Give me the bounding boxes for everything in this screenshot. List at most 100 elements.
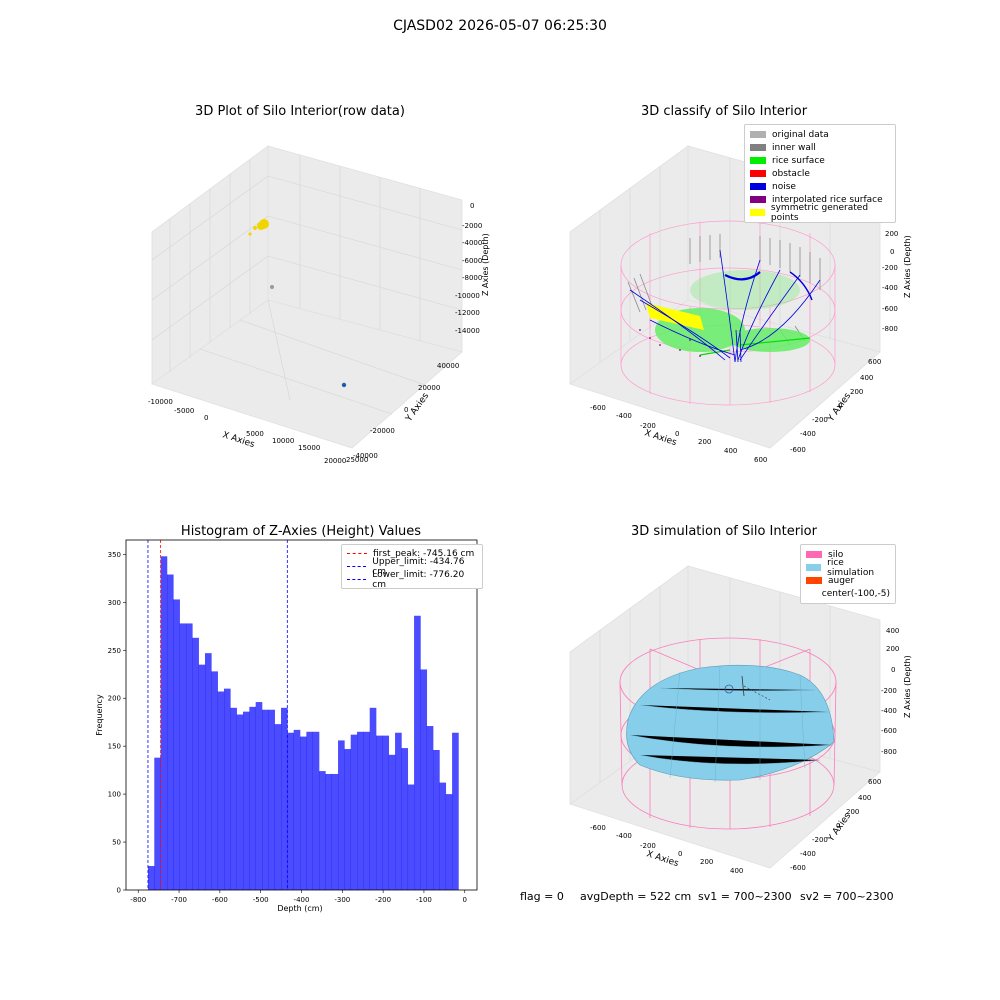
legend-line [347,553,367,554]
histogram-y-tick-label: 50 [112,839,121,847]
figure-title: CJASD02 2026-05-07 06:25:30 [393,18,607,34]
histogram-bar [255,702,263,890]
legend-line [347,566,367,567]
histogram-bar [338,740,345,890]
svg-text:0: 0 [838,402,842,410]
histogram-bar [198,664,206,890]
svg-text:600: 600 [868,778,881,786]
svg-text:-200: -200 [812,836,828,844]
histogram-bar [262,709,269,890]
histogram-bar [369,707,377,890]
histogram-bar [300,736,307,890]
svg-text:25000: 25000 [346,456,368,464]
histogram-y-tick-label: 0 [117,887,121,895]
svg-text:400: 400 [730,867,743,875]
svg-text:400: 400 [860,374,873,382]
histogram-legend: first_peak: -745.16 cm Upper_limit: -434… [341,544,483,590]
histogram-bar [376,735,383,890]
legend-item-obstacle: obstacle [750,167,890,180]
simulation-legend: silo rice simulation auger center(-100,-… [800,544,896,604]
svg-text:-800: -800 [881,748,897,756]
histogram-x-tick-label: -200 [375,896,391,904]
svg-text:-200: -200 [640,422,656,430]
svg-text:-10000: -10000 [148,398,173,406]
simulation-x-label: X Axies [645,849,680,869]
histogram-bar [179,623,187,890]
legend-swatch [750,170,766,177]
svg-text:600: 600 [754,456,767,464]
svg-text:200: 200 [886,645,899,653]
histogram-bar [236,714,244,890]
legend-item-inner-wall: inner wall [750,141,890,154]
histogram-bar [445,794,453,890]
histogram-bar [147,866,155,890]
legend-item-rice-surface: rice surface [750,154,890,167]
svg-text:-400: -400 [882,284,898,292]
svg-text:-800: -800 [882,325,898,333]
histogram-y-label: Frequency [95,694,104,736]
svg-text:-600: -600 [881,727,897,735]
svg-text:-5000: -5000 [174,407,194,415]
histogram-bar [293,729,301,890]
histogram-x-tick-label: -500 [253,896,269,904]
svg-text:0: 0 [675,430,679,438]
histogram-bar [281,707,288,890]
avg-depth-text: avgDepth = 522 cm [580,890,692,903]
histogram-x-tick-label: 0 [463,896,467,904]
svg-text:-10000: -10000 [455,292,480,300]
legend-item-original-data: original data [750,128,890,141]
histogram-y-tick-label: 150 [108,743,121,751]
legend-item-silo: silo [806,548,890,561]
histogram-bar [223,688,231,890]
histogram-bar [344,749,352,890]
histogram-x-tick-label: -400 [294,896,310,904]
classify-plot-title: 3D classify of Silo Interior [640,104,808,119]
histogram-bar [350,734,358,890]
svg-text:0: 0 [890,248,894,256]
histogram-bar [211,671,218,890]
legend-item-interpolated: interpolated rice surface [750,193,890,206]
svg-text:0: 0 [204,414,208,422]
legend-swatch [750,209,765,216]
svg-text:-400: -400 [800,850,816,858]
svg-text:-40000: -40000 [353,452,378,460]
histogram-bar [230,707,237,890]
histogram-bar [306,731,313,890]
legend-line [347,579,367,580]
histogram-bar [357,731,364,890]
histogram-bar [426,726,434,890]
classify-z-label: Z Axies (Depth) [903,235,912,298]
svg-text:400: 400 [724,447,737,455]
histogram-bar [401,748,409,890]
svg-text:200: 200 [885,230,898,238]
legend-item-symmetric: symmetric generated points [750,203,890,223]
histogram-x-tick-label: -100 [416,896,432,904]
svg-text:-600: -600 [590,824,606,832]
svg-text:-2000: -2000 [462,222,482,230]
histogram-bar [325,773,333,890]
svg-text:-20000: -20000 [370,427,395,435]
histogram-bar [160,556,168,890]
flag-text: flag = 0 [520,890,564,903]
svg-text:0: 0 [836,822,840,830]
svg-text:15000: 15000 [298,444,320,452]
legend-swatch [806,564,822,571]
histogram-bar [420,669,428,890]
classify-legend: original data inner wall rice surface ob… [744,124,896,223]
svg-text:10000: 10000 [272,437,294,445]
histogram-bar [312,731,320,890]
svg-text:0: 0 [470,202,474,210]
histogram-bar [192,637,199,890]
svg-text:-400: -400 [800,430,816,438]
legend-item-rice-simulation: rice simulation [806,558,890,578]
svg-text:-200: -200 [640,842,656,850]
histogram-bar [433,750,440,890]
histogram-bar [331,773,339,890]
raw-z-label: Z Axies (Depth) [481,233,490,296]
histogram-bar [407,784,415,890]
histogram-title: Histogram of Z-Axies (Height) Values [180,524,422,539]
svg-text:200: 200 [700,858,713,866]
histogram-y-tick-label: 200 [108,695,121,703]
